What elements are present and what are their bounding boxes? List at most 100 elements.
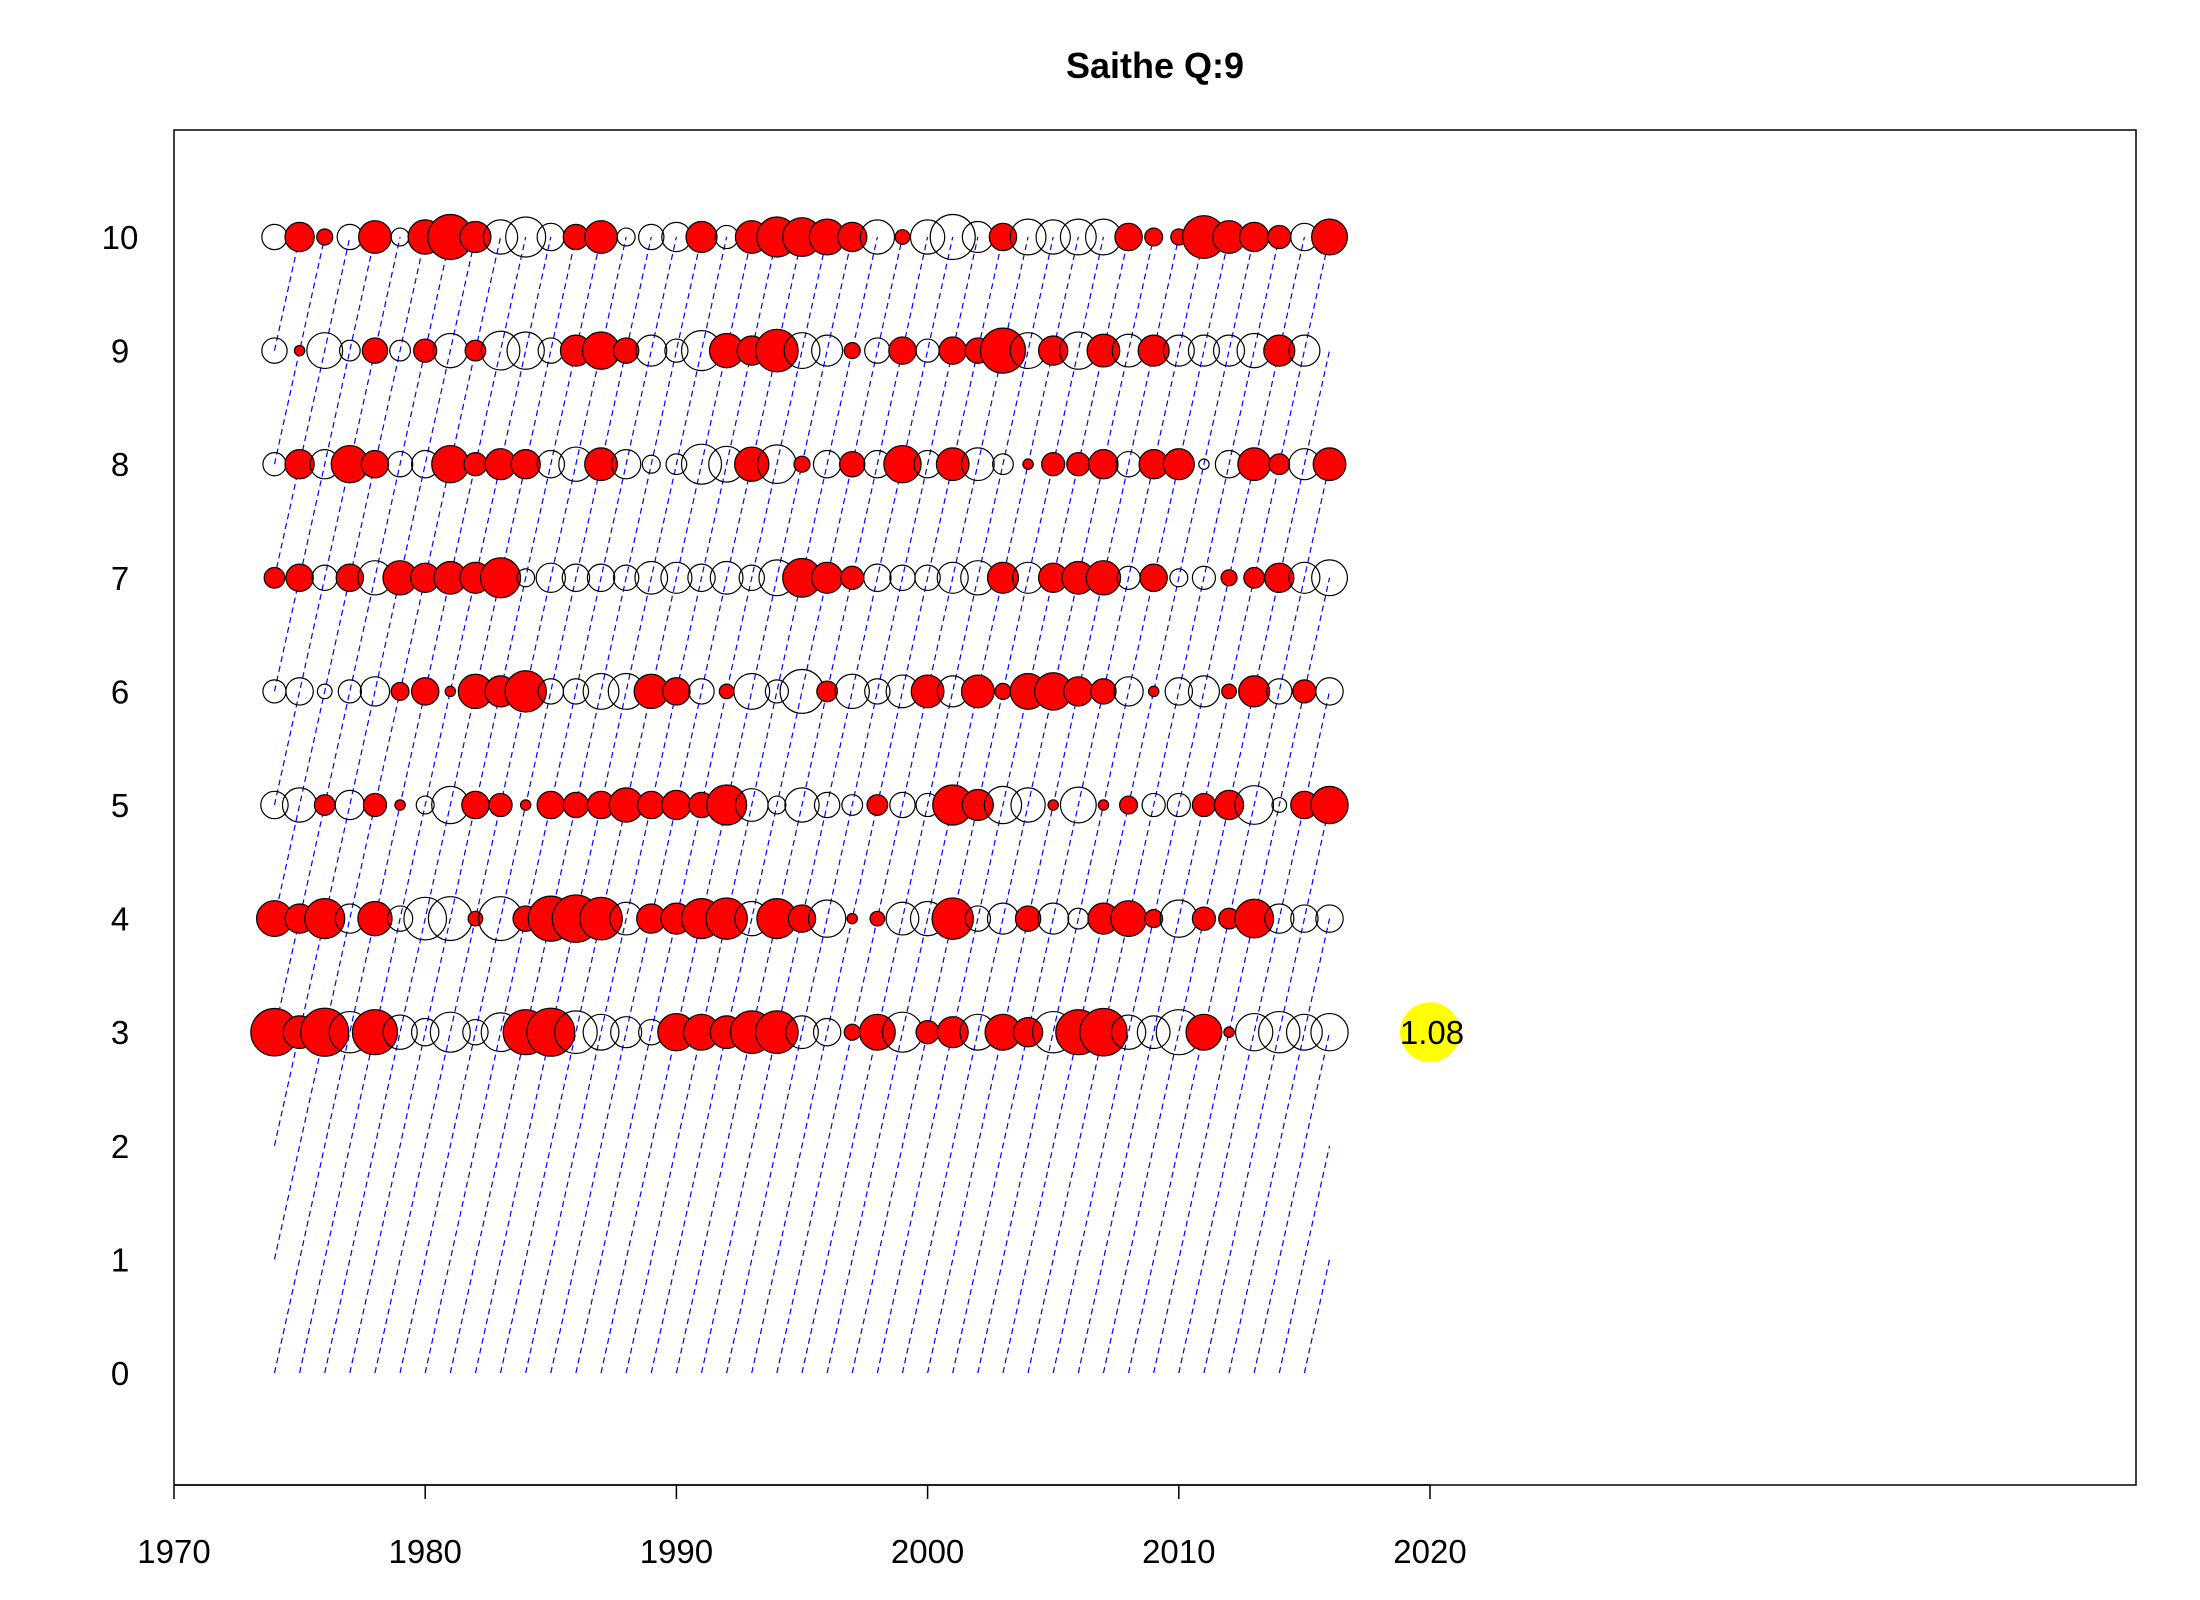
negative-residual-bubble	[680, 443, 723, 485]
negative-residual-bubble	[1110, 1014, 1147, 1050]
positive-residual-bubble	[562, 791, 590, 819]
negative-residual-bubble	[709, 560, 744, 595]
positive-residual-bubble	[459, 220, 492, 254]
negative-residual-bubble	[616, 227, 636, 247]
cohort-line	[324, 236, 577, 1374]
positive-residual-bubble	[464, 339, 487, 362]
positive-residual-bubble	[1086, 333, 1121, 368]
positive-residual-bubble	[1185, 1013, 1223, 1051]
y-tick-label: 2	[111, 1128, 129, 1165]
positive-residual-bubble	[579, 896, 623, 941]
negative-residual-bubble	[1234, 785, 1275, 825]
positive-residual-bubble	[938, 336, 967, 365]
positive-residual-bubble	[1237, 447, 1272, 482]
positive-residual-bubble	[1119, 795, 1139, 815]
negative-residual-bubble	[960, 447, 995, 482]
positive-residual-bubble	[1144, 227, 1164, 247]
positive-residual-bubble	[838, 450, 866, 478]
positive-residual-bubble	[284, 221, 315, 253]
negative-residual-bubble	[1059, 786, 1097, 824]
cohort-line	[273, 236, 351, 578]
negative-residual-bubble	[386, 905, 414, 932]
negative-residual-bubble	[1288, 334, 1321, 367]
negative-residual-bubble	[1310, 1012, 1349, 1052]
cohort-line	[1228, 918, 1331, 1374]
positive-residual-bubble	[1264, 562, 1295, 594]
negative-residual-bubble	[1288, 561, 1321, 594]
negative-residual-bubble	[261, 337, 288, 364]
positive-residual-bubble	[994, 682, 1012, 701]
positive-residual-bubble	[584, 220, 618, 254]
positive-residual-bubble	[915, 1020, 940, 1045]
positive-residual-bubble	[637, 790, 666, 820]
y-tick-label: 3	[111, 1014, 129, 1051]
y-tick-label: 5	[111, 787, 129, 824]
positive-residual-bubble	[362, 792, 388, 818]
positive-residual-bubble	[1268, 453, 1291, 476]
negative-residual-bubble	[1059, 218, 1097, 256]
x-tick-label: 2010	[1142, 1533, 1215, 1570]
cohort-line	[952, 236, 1205, 1374]
negative-residual-bubble	[885, 901, 920, 936]
positive-residual-bubble	[390, 681, 410, 701]
negative-residual-bubble	[764, 679, 790, 704]
positive-residual-bubble	[1014, 905, 1042, 932]
positive-residual-bubble	[705, 897, 748, 940]
negative-residual-bubble	[929, 213, 976, 261]
positive-residual-bubble	[510, 448, 541, 480]
negative-residual-bubble	[403, 896, 448, 941]
cohort-line	[1303, 1259, 1331, 1374]
positive-residual-bubble	[1234, 898, 1275, 939]
positive-residual-bubble	[960, 674, 995, 709]
legend: 1.08	[1400, 1002, 1464, 1063]
negative-residual-bubble	[688, 678, 715, 705]
cohort-line	[1102, 350, 1331, 1374]
y-tick-label: 0	[111, 1355, 129, 1392]
x-tick-label: 2000	[891, 1533, 964, 1570]
negative-residual-bubble	[733, 672, 771, 710]
positive-residual-bubble	[1162, 448, 1195, 481]
x-tick-label: 1980	[388, 1533, 461, 1570]
negative-residual-bubble	[334, 789, 366, 821]
negative-residual-bubble	[660, 561, 693, 594]
positive-residual-bubble	[263, 566, 286, 589]
positive-residual-bubble	[488, 792, 513, 818]
negative-residual-bubble	[1212, 334, 1246, 367]
cohort-line	[1278, 1145, 1331, 1374]
positive-residual-bubble	[910, 674, 945, 709]
negative-residual-bubble	[1290, 904, 1319, 933]
cohort-line	[1203, 804, 1331, 1374]
residual-bubbles	[250, 213, 1349, 1057]
cohort-line	[801, 236, 1054, 1374]
cohort-line	[273, 236, 502, 1260]
negative-residual-bubble	[992, 453, 1014, 476]
positive-residual-bubble	[1238, 675, 1271, 708]
positive-residual-bubble	[793, 455, 811, 473]
negative-residual-bubble	[1315, 677, 1344, 706]
positive-residual-bubble	[661, 789, 692, 821]
positive-residual-bubble	[1292, 679, 1317, 704]
positive-residual-bubble	[1220, 569, 1238, 587]
positive-residual-bubble	[1311, 218, 1349, 256]
negative-residual-bubble	[261, 223, 288, 251]
negative-residual-bubble	[1285, 1013, 1323, 1051]
y-tick-label: 9	[111, 333, 129, 370]
y-tick-label: 7	[111, 560, 129, 597]
negative-residual-bubble	[983, 785, 1023, 825]
positive-residual-bubble	[936, 1016, 969, 1049]
positive-residual-bubble	[1310, 785, 1349, 825]
cohort-line	[1052, 236, 1305, 1374]
positive-residual-bubble	[685, 220, 718, 254]
positive-residual-bubble	[706, 784, 748, 826]
negative-residual-bubble	[909, 219, 946, 255]
positive-residual-bubble	[843, 1023, 861, 1041]
positive-residual-bubble	[843, 342, 861, 360]
negative-residual-bubble	[1187, 334, 1221, 367]
positive-residual-bubble	[961, 788, 994, 822]
positive-residual-bubble	[866, 794, 889, 816]
negative-residual-bubble	[1234, 1012, 1274, 1052]
positive-residual-bubble	[1085, 560, 1122, 596]
y-tick-label: 4	[111, 901, 129, 938]
negative-residual-bubble	[1136, 1015, 1171, 1050]
negative-residual-bubble	[687, 563, 716, 593]
